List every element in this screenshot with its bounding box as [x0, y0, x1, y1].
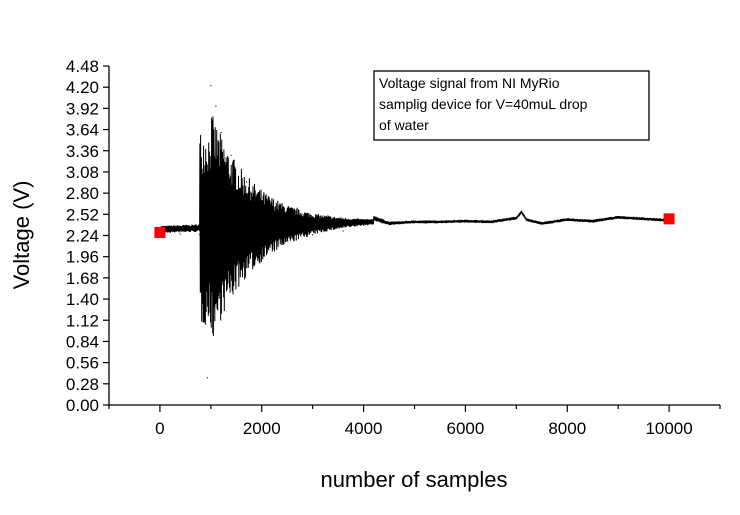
series-point — [225, 256, 227, 259]
y-tick-label: 3.92 — [66, 99, 99, 118]
series-point — [566, 219, 568, 221]
y-axis-title: Voltage (V) — [9, 181, 34, 290]
series-point — [490, 221, 492, 223]
x-tick-label: 2000 — [243, 419, 281, 438]
series-point — [515, 217, 517, 219]
y-tick-label: 2.52 — [66, 205, 99, 224]
y-tick-label: 3.08 — [66, 163, 99, 182]
series-point — [643, 218, 645, 220]
voltage-series-line — [159, 116, 670, 336]
x-tick-label: 4000 — [345, 419, 383, 438]
annotation-border — [373, 70, 650, 141]
series-point — [281, 241, 283, 243]
series-point — [439, 221, 441, 223]
endpoint-marker — [154, 226, 166, 238]
series-point — [199, 234, 201, 236]
y-tick-label: 4.48 — [66, 57, 99, 76]
series-point — [256, 249, 258, 251]
y-tick-label: 0.84 — [66, 332, 99, 351]
y-tick-label: 1.68 — [66, 269, 99, 288]
annotation-box: Voltage signal from NI MyRio samplig dev… — [373, 70, 650, 141]
x-tick-label: 0 — [155, 419, 164, 438]
y-tick-label: 0.28 — [66, 375, 99, 394]
y-tick-label: 3.36 — [66, 142, 99, 161]
series-point — [204, 279, 206, 281]
series-point — [206, 377, 208, 379]
series-point — [215, 105, 217, 107]
series-point — [525, 219, 528, 221]
series-point — [296, 207, 298, 209]
x-tick-label: 10000 — [645, 419, 692, 438]
y-ticks: 0.00 0.28 0.56 0.84 1.12 1.40 1.68 1.96 2.24 2.52… — [66, 57, 109, 415]
x-axis-title: number of samples — [320, 467, 507, 492]
series-point — [179, 233, 181, 235]
series-point — [617, 216, 619, 218]
series-point — [342, 230, 344, 232]
annotation-line-2: samplig device for V=40muL drop — [379, 96, 588, 112]
series-point — [413, 221, 416, 223]
series-point — [201, 173, 203, 175]
series-point — [217, 264, 220, 266]
series-point — [520, 211, 523, 213]
annotation-line-1: Voltage signal from NI MyRio — [379, 75, 560, 91]
series-point — [464, 220, 467, 222]
annotation-line-3: of water — [379, 117, 429, 133]
series-point — [235, 253, 237, 255]
series-point — [388, 222, 390, 224]
marker-layer — [154, 213, 675, 238]
series-point — [541, 222, 543, 224]
series-point — [245, 181, 248, 183]
series-point — [592, 220, 594, 222]
y-tick-label: 1.96 — [66, 248, 99, 267]
series-point — [357, 221, 360, 223]
y-tick-label: 0.56 — [66, 354, 99, 373]
series-point — [212, 268, 214, 270]
x-tick-label: 8000 — [548, 419, 586, 438]
series-point — [169, 230, 171, 232]
y-tick-label: 4.20 — [66, 78, 99, 97]
y-tick-label: 3.64 — [66, 121, 99, 140]
series-point — [266, 198, 268, 200]
series-point — [189, 230, 192, 232]
series-point — [373, 217, 375, 219]
y-tick-label: 2.24 — [66, 227, 99, 246]
series-layer — [159, 85, 670, 379]
y-tick-label: 0.00 — [66, 396, 99, 415]
y-tick-label: 1.12 — [66, 311, 99, 330]
series-point — [230, 154, 232, 156]
y-tick-label: 1.40 — [66, 290, 99, 309]
series-point — [327, 215, 329, 217]
series-point — [312, 234, 314, 236]
x-ticks: 0 2000 4000 6000 8000 10000 — [108, 405, 721, 438]
y-tick-label: 2.80 — [66, 184, 99, 203]
series-point — [210, 85, 212, 87]
x-tick-label: 6000 — [447, 419, 485, 438]
endpoint-marker — [663, 213, 675, 225]
series-point — [220, 131, 222, 134]
